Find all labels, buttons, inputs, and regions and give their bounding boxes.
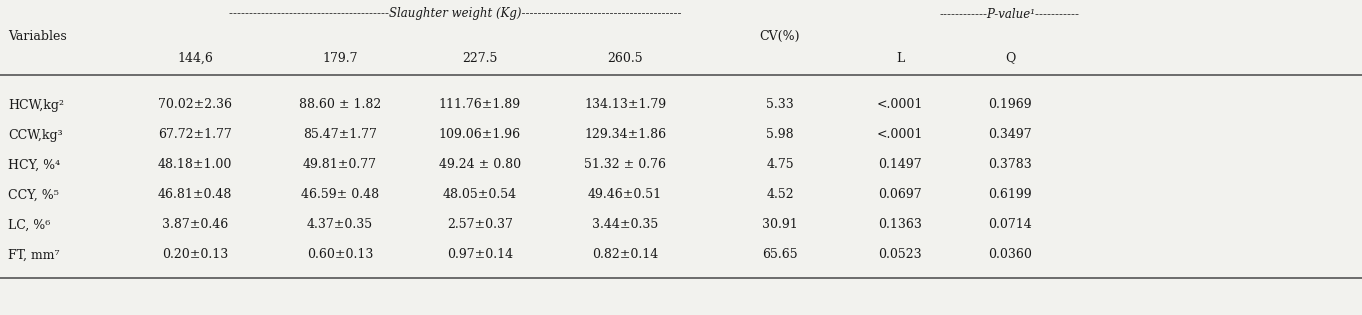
Text: 49.81±0.77: 49.81±0.77: [302, 158, 377, 171]
Text: 49.24 ± 0.80: 49.24 ± 0.80: [439, 158, 522, 171]
Text: 5.98: 5.98: [767, 129, 794, 141]
Text: 4.75: 4.75: [767, 158, 794, 171]
Text: 0.1497: 0.1497: [878, 158, 922, 171]
Text: 46.59± 0.48: 46.59± 0.48: [301, 188, 379, 202]
Text: 0.0523: 0.0523: [878, 249, 922, 261]
Text: 0.0697: 0.0697: [878, 188, 922, 202]
Text: LC, %⁶: LC, %⁶: [8, 219, 50, 232]
Text: 0.20±0.13: 0.20±0.13: [162, 249, 227, 261]
Text: FT, mm⁷: FT, mm⁷: [8, 249, 60, 261]
Text: 0.60±0.13: 0.60±0.13: [306, 249, 373, 261]
Text: 88.60 ± 1.82: 88.60 ± 1.82: [298, 99, 381, 112]
Text: 144,6: 144,6: [177, 51, 212, 65]
Text: ----------------------------------------Slaughter weight (Kg)-------------------: ----------------------------------------…: [229, 8, 681, 20]
Text: 48.18±1.00: 48.18±1.00: [158, 158, 232, 171]
Text: 3.87±0.46: 3.87±0.46: [162, 219, 227, 232]
Text: CCW,kg³: CCW,kg³: [8, 129, 63, 141]
Text: 0.1969: 0.1969: [989, 99, 1032, 112]
Text: Q: Q: [1005, 51, 1015, 65]
Text: 260.5: 260.5: [607, 51, 643, 65]
Text: Variables: Variables: [8, 30, 67, 43]
Text: 51.32 ± 0.76: 51.32 ± 0.76: [584, 158, 666, 171]
Text: <.0001: <.0001: [877, 129, 923, 141]
Text: 0.0714: 0.0714: [987, 219, 1032, 232]
Text: 0.3783: 0.3783: [987, 158, 1032, 171]
Text: 0.3497: 0.3497: [989, 129, 1032, 141]
Text: 3.44±0.35: 3.44±0.35: [592, 219, 658, 232]
Text: 4.37±0.35: 4.37±0.35: [306, 219, 373, 232]
Text: 109.06±1.96: 109.06±1.96: [439, 129, 522, 141]
Text: 0.82±0.14: 0.82±0.14: [592, 249, 658, 261]
Text: 49.46±0.51: 49.46±0.51: [588, 188, 662, 202]
Text: 48.05±0.54: 48.05±0.54: [443, 188, 518, 202]
Text: 67.72±1.77: 67.72±1.77: [158, 129, 232, 141]
Text: <.0001: <.0001: [877, 99, 923, 112]
Text: 227.5: 227.5: [462, 51, 497, 65]
Text: 70.02±2.36: 70.02±2.36: [158, 99, 232, 112]
Text: 0.0360: 0.0360: [987, 249, 1032, 261]
Text: CCY, %⁵: CCY, %⁵: [8, 188, 59, 202]
Text: HCW,kg²: HCW,kg²: [8, 99, 64, 112]
Text: 134.13±1.79: 134.13±1.79: [584, 99, 666, 112]
Text: ------------P-value¹-----------: ------------P-value¹-----------: [940, 8, 1080, 20]
Text: 5.33: 5.33: [765, 99, 794, 112]
Text: 4.52: 4.52: [767, 188, 794, 202]
Text: 85.47±1.77: 85.47±1.77: [304, 129, 377, 141]
Text: 2.57±0.37: 2.57±0.37: [447, 219, 513, 232]
Text: L: L: [896, 51, 904, 65]
Text: 30.91: 30.91: [763, 219, 798, 232]
Text: 111.76±1.89: 111.76±1.89: [439, 99, 522, 112]
Text: 0.97±0.14: 0.97±0.14: [447, 249, 513, 261]
Text: 179.7: 179.7: [323, 51, 358, 65]
Text: 65.65: 65.65: [763, 249, 798, 261]
Text: 129.34±1.86: 129.34±1.86: [584, 129, 666, 141]
Text: 0.1363: 0.1363: [878, 219, 922, 232]
Text: HCY, %⁴: HCY, %⁴: [8, 158, 60, 171]
Text: 0.6199: 0.6199: [989, 188, 1032, 202]
Text: 46.81±0.48: 46.81±0.48: [158, 188, 232, 202]
Text: CV(%): CV(%): [760, 30, 801, 43]
